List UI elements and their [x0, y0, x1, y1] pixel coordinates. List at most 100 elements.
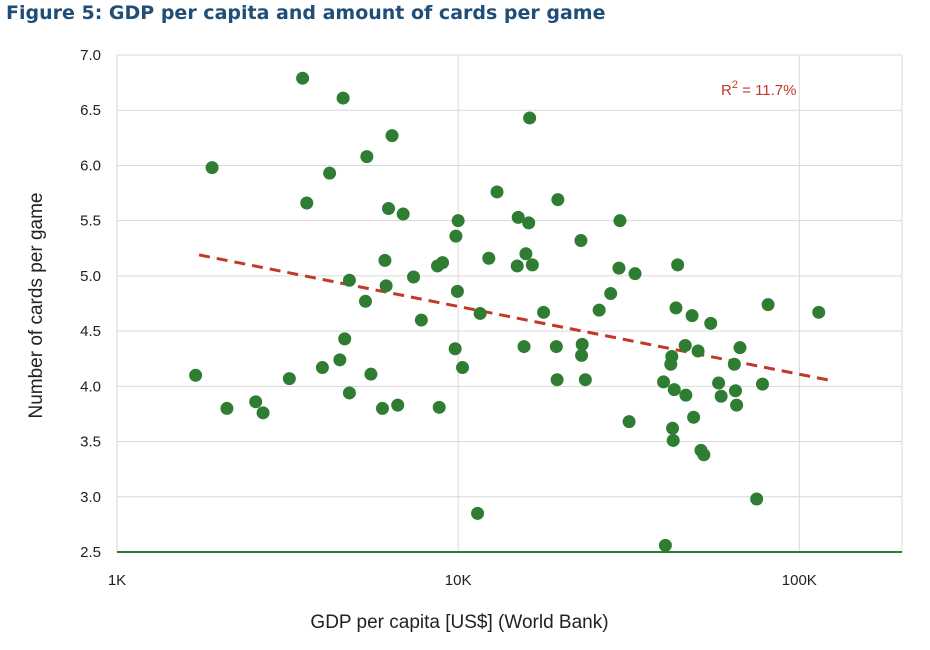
data-point — [657, 375, 671, 389]
data-point — [510, 259, 524, 273]
data-point — [525, 258, 539, 272]
data-point — [551, 193, 565, 207]
data-point — [712, 376, 726, 390]
figure-title: Figure 5: GDP per capita and amount of c… — [6, 2, 606, 24]
data-point — [519, 247, 533, 261]
data-point — [451, 214, 465, 228]
data-point — [613, 214, 627, 228]
data-point — [189, 368, 203, 382]
r-squared-value: = 11.7% — [738, 82, 797, 99]
data-point — [249, 395, 263, 409]
x-tick-label: 100K — [782, 572, 817, 589]
data-point — [432, 400, 446, 414]
data-point — [728, 384, 742, 398]
data-point — [511, 210, 525, 224]
data-point — [375, 401, 389, 415]
data-point — [336, 91, 350, 105]
data-point — [517, 340, 531, 354]
data-point — [575, 348, 589, 362]
data-point — [391, 398, 405, 412]
data-point — [665, 350, 679, 364]
data-point — [220, 401, 234, 415]
data-point — [338, 332, 352, 346]
data-point — [342, 386, 356, 400]
data-point — [669, 301, 683, 315]
data-point — [382, 202, 396, 216]
data-point — [537, 305, 551, 319]
data-point — [727, 357, 741, 371]
y-tick-label: 4.0 — [80, 378, 101, 395]
y-tick-label: 4.5 — [80, 323, 101, 340]
data-point — [456, 361, 470, 375]
data-point — [550, 373, 564, 387]
data-points — [189, 71, 826, 552]
data-point — [666, 433, 680, 447]
data-point — [604, 287, 618, 301]
data-point — [667, 383, 681, 397]
data-point — [523, 111, 537, 125]
data-point — [522, 216, 536, 230]
data-point — [385, 129, 399, 143]
data-point — [574, 234, 588, 248]
y-tick-label: 5.5 — [80, 213, 101, 230]
data-point — [396, 207, 410, 221]
data-point — [612, 261, 626, 275]
grid-lines — [116, 54, 903, 552]
data-point — [407, 270, 421, 284]
data-point — [733, 341, 747, 355]
data-point — [622, 415, 636, 429]
data-point — [473, 306, 487, 320]
data-point — [730, 398, 744, 412]
data-point — [687, 410, 701, 424]
data-point — [812, 305, 826, 319]
data-point — [342, 273, 356, 287]
data-point — [490, 185, 504, 199]
data-point — [578, 373, 592, 387]
data-point — [379, 279, 393, 293]
data-point — [755, 377, 769, 391]
r-squared-superscript: 2 — [732, 79, 738, 91]
data-point — [296, 71, 310, 85]
data-point — [364, 367, 378, 381]
x-tick-label: 10K — [445, 572, 472, 589]
data-point — [575, 337, 589, 351]
r-squared-symbol: R — [721, 82, 732, 99]
r-squared-annotation: R2 = 11.7% — [721, 79, 796, 99]
y-axis-label: Number of cards per game — [26, 193, 47, 419]
data-point — [666, 421, 680, 435]
data-point — [300, 196, 314, 210]
data-point — [205, 161, 219, 175]
y-tick-label: 3.0 — [80, 489, 101, 506]
y-tick-label: 7.0 — [80, 47, 101, 64]
data-point — [323, 166, 337, 180]
y-tick-labels: 2.5 3.0 3.5 4.0 4.5 5.0 5.5 6.0 6.5 7.0 — [80, 47, 101, 561]
data-point — [761, 298, 775, 312]
data-point — [282, 372, 296, 386]
data-point — [549, 340, 563, 354]
data-point — [378, 253, 392, 267]
data-point — [750, 492, 764, 506]
data-point — [358, 294, 372, 308]
data-point — [628, 267, 642, 281]
data-point — [482, 251, 496, 265]
data-point — [449, 229, 463, 243]
y-tick-label: 3.5 — [80, 434, 101, 451]
y-tick-label: 6.0 — [80, 157, 101, 174]
data-point — [471, 506, 485, 520]
y-tick-label: 6.5 — [80, 102, 101, 119]
data-point — [592, 303, 606, 317]
data-point — [658, 538, 672, 552]
data-point — [697, 448, 711, 462]
data-point — [714, 389, 728, 403]
x-tick-labels: 1K 10K 100K — [108, 572, 817, 589]
data-point — [414, 313, 428, 327]
y-tick-label: 5.0 — [80, 268, 101, 285]
data-point — [436, 256, 450, 270]
data-point — [691, 344, 705, 358]
data-point — [678, 338, 692, 352]
data-point — [256, 406, 270, 420]
data-point — [360, 150, 374, 164]
x-axis-label: GDP per capita [US$] (World Bank) — [310, 612, 608, 633]
data-point — [704, 316, 718, 330]
